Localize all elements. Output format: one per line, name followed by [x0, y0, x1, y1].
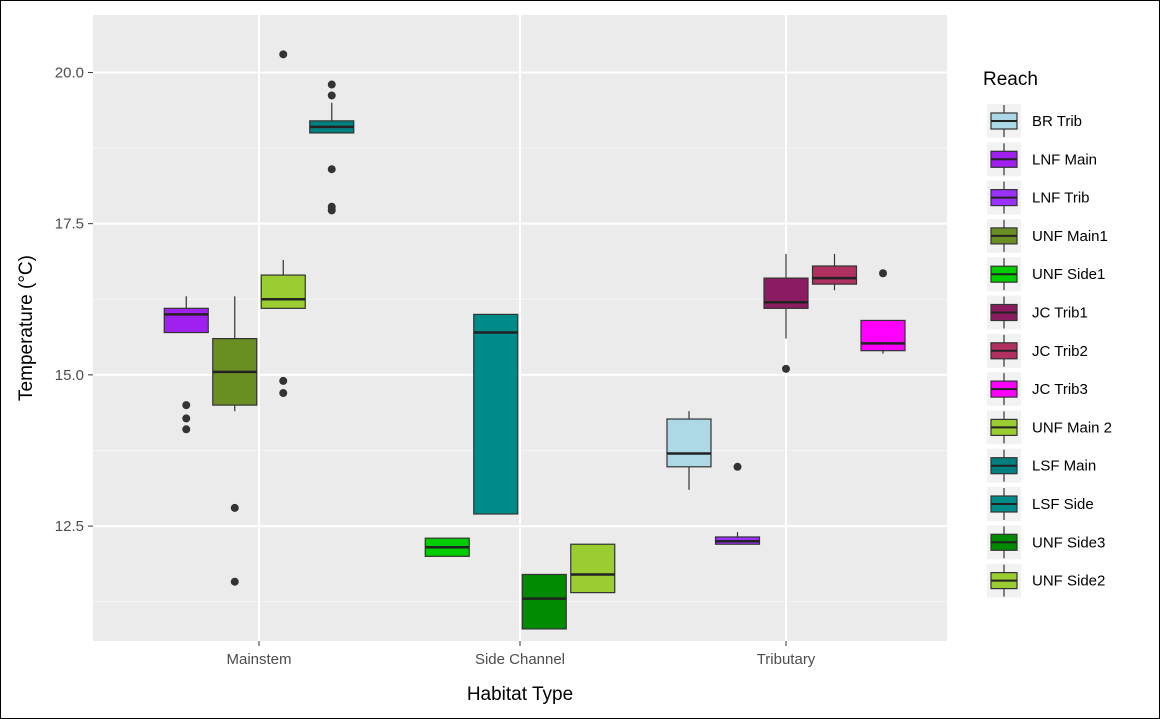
legend-item: UNF Side2 — [987, 563, 1105, 598]
legend-label: LNF Main — [1032, 151, 1097, 168]
x-tick-label: Tributary — [757, 651, 816, 668]
legend-label: UNF Main 2 — [1032, 419, 1112, 436]
box-lnf-main — [163, 296, 209, 434]
legend-item: UNF Main1 — [987, 218, 1108, 253]
box-body — [860, 319, 906, 352]
box-lsf-main — [309, 80, 355, 215]
legend-label: LSF Main — [1032, 458, 1096, 475]
legend-label: UNF Side3 — [1032, 534, 1105, 551]
box-lnf-trib — [714, 462, 761, 545]
outlier-point — [327, 165, 336, 174]
legend-label: LNF Trib — [1032, 190, 1090, 207]
box-br-trib — [666, 411, 712, 490]
outlier-point — [327, 202, 336, 211]
box-jc-trib2 — [811, 253, 858, 291]
outlier-point — [182, 425, 191, 434]
y-axis: 12.5 15.0 17.5 20.0 — [55, 64, 93, 535]
y-axis-title: Temperature (°C) — [16, 255, 37, 401]
outlier-point — [733, 462, 742, 471]
outlier-point — [879, 269, 887, 278]
legend-label: JC Trib3 — [1032, 381, 1088, 398]
box-body — [666, 418, 712, 468]
y-tick-label: 12.5 — [55, 518, 84, 535]
outlier-point — [230, 577, 239, 586]
y-tick-label: 15.0 — [55, 367, 84, 384]
box-unf-side3 — [521, 573, 567, 630]
box-body — [473, 313, 519, 515]
box-body — [763, 277, 809, 309]
legend-item: JC Trib2 — [987, 333, 1088, 368]
y-tick-label: 20.0 — [55, 64, 84, 81]
legend-label: BR Trib — [1032, 113, 1082, 130]
legend-item: JC Trib1 — [987, 295, 1088, 330]
x-axis-title: Habitat Type — [467, 684, 573, 705]
legend-item: LSF Side — [987, 487, 1094, 521]
box-body — [570, 543, 616, 594]
outlier-point — [182, 414, 191, 423]
legend-item: BR Trib — [987, 104, 1082, 138]
box-lsf-side — [473, 313, 519, 515]
box-jc-trib3 — [860, 269, 906, 354]
legend: BR Trib LNF Main LNF Trib UNF Main1 UNF Side… — [987, 104, 1112, 598]
outlier-point — [279, 389, 288, 398]
outlier-point — [279, 50, 288, 59]
box-group — [163, 50, 906, 630]
outlier-point — [182, 401, 191, 410]
legend-label: JC Trib1 — [1032, 305, 1088, 322]
box-body — [260, 274, 306, 309]
x-axis: Mainstem Side Channel Tributary — [226, 641, 816, 668]
legend-item: UNF Side1 — [987, 257, 1105, 292]
legend-item: LNF Trib — [987, 180, 1090, 215]
outlier-point — [327, 91, 336, 100]
box-unf-main1 — [212, 296, 258, 586]
box-unf-main-2 — [260, 50, 306, 398]
box-body — [163, 307, 209, 334]
box-body — [521, 573, 567, 630]
legend-item: LSF Main — [987, 448, 1096, 483]
outlier-point — [782, 364, 790, 373]
legend-item: UNF Side3 — [987, 525, 1105, 560]
x-tick-label: Mainstem — [226, 651, 291, 668]
outlier-point — [230, 503, 239, 512]
box-unf-side1 — [424, 537, 470, 557]
box-body — [811, 265, 858, 285]
legend-label: JC Trib2 — [1032, 343, 1088, 360]
outlier-point — [327, 80, 336, 89]
legend-label: UNF Side2 — [1032, 573, 1105, 590]
y-tick-label: 17.5 — [55, 216, 84, 233]
legend-title: Reach — [983, 69, 1038, 90]
legend-item: JC Trib3 — [987, 372, 1088, 407]
legend-label: UNF Side1 — [1032, 266, 1105, 283]
outlier-point — [279, 376, 288, 385]
box-jc-trib1 — [763, 253, 809, 373]
legend-item: UNF Main 2 — [987, 410, 1112, 445]
legend-item: LNF Main — [987, 142, 1097, 177]
box-unf-side2 — [570, 543, 616, 594]
legend-label: LSF Side — [1032, 496, 1094, 513]
legend-label: UNF Main1 — [1032, 228, 1108, 245]
x-tick-label: Side Channel — [475, 651, 565, 668]
